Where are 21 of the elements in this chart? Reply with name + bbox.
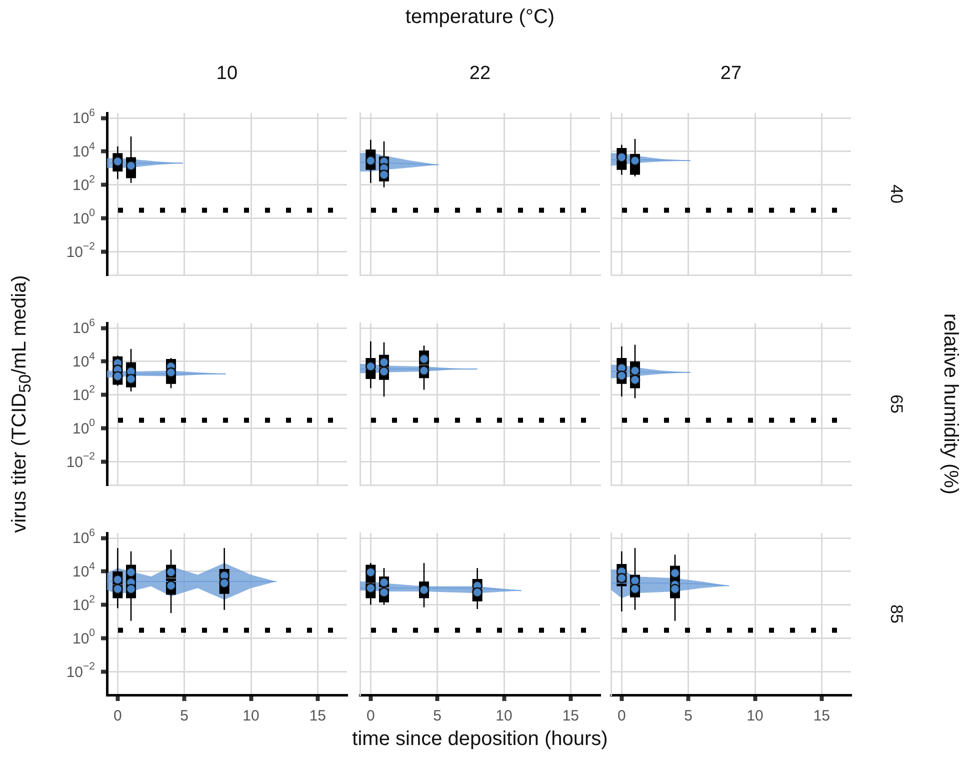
x-tick-label: 0 bbox=[617, 708, 626, 725]
y2-axis-title: 85 bbox=[886, 604, 906, 624]
x-tick-label: 10 bbox=[496, 708, 512, 725]
x-tick-label: 5 bbox=[684, 708, 693, 725]
text: temperature (°C) bbox=[405, 6, 555, 29]
chart-title: 10 bbox=[216, 63, 238, 85]
x-tick-label: 15 bbox=[813, 708, 830, 725]
y2-axis-title: 40 bbox=[886, 184, 906, 204]
x-tick-label: 15 bbox=[562, 708, 580, 725]
chart-title: 27 bbox=[720, 63, 742, 85]
x-tick-label: 5 bbox=[180, 708, 189, 725]
x-tick-label: 5 bbox=[433, 708, 442, 725]
text: relative humidity (%) bbox=[938, 313, 962, 495]
x-tick-label: 0 bbox=[366, 708, 375, 725]
x-tick-label: 10 bbox=[746, 708, 764, 725]
y2-axis-title: 65 bbox=[886, 394, 906, 414]
chart-title: 22 bbox=[469, 63, 491, 85]
x-tick-label: 15 bbox=[309, 708, 326, 725]
x-tick-label: 10 bbox=[242, 708, 260, 725]
x-axis-title: time since deposition (hours) bbox=[352, 728, 608, 751]
x-tick-label: 0 bbox=[113, 708, 122, 725]
